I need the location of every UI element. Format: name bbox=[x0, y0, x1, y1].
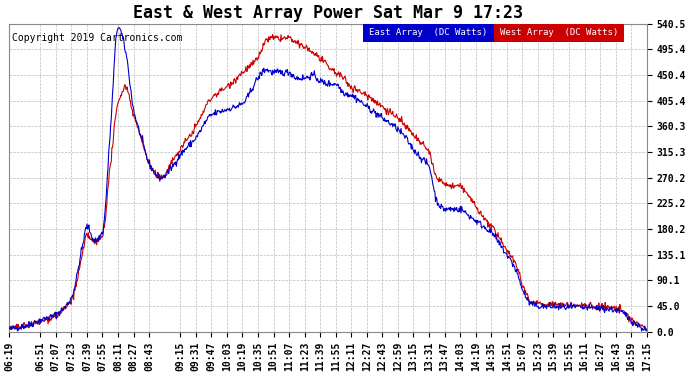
Text: West Array  (DC Watts): West Array (DC Watts) bbox=[500, 28, 618, 38]
FancyBboxPatch shape bbox=[494, 24, 624, 42]
Text: Copyright 2019 Cartronics.com: Copyright 2019 Cartronics.com bbox=[12, 33, 183, 43]
Title: East & West Array Power Sat Mar 9 17:23: East & West Array Power Sat Mar 9 17:23 bbox=[133, 4, 523, 22]
Text: East Array  (DC Watts): East Array (DC Watts) bbox=[369, 28, 487, 38]
FancyBboxPatch shape bbox=[363, 24, 494, 42]
